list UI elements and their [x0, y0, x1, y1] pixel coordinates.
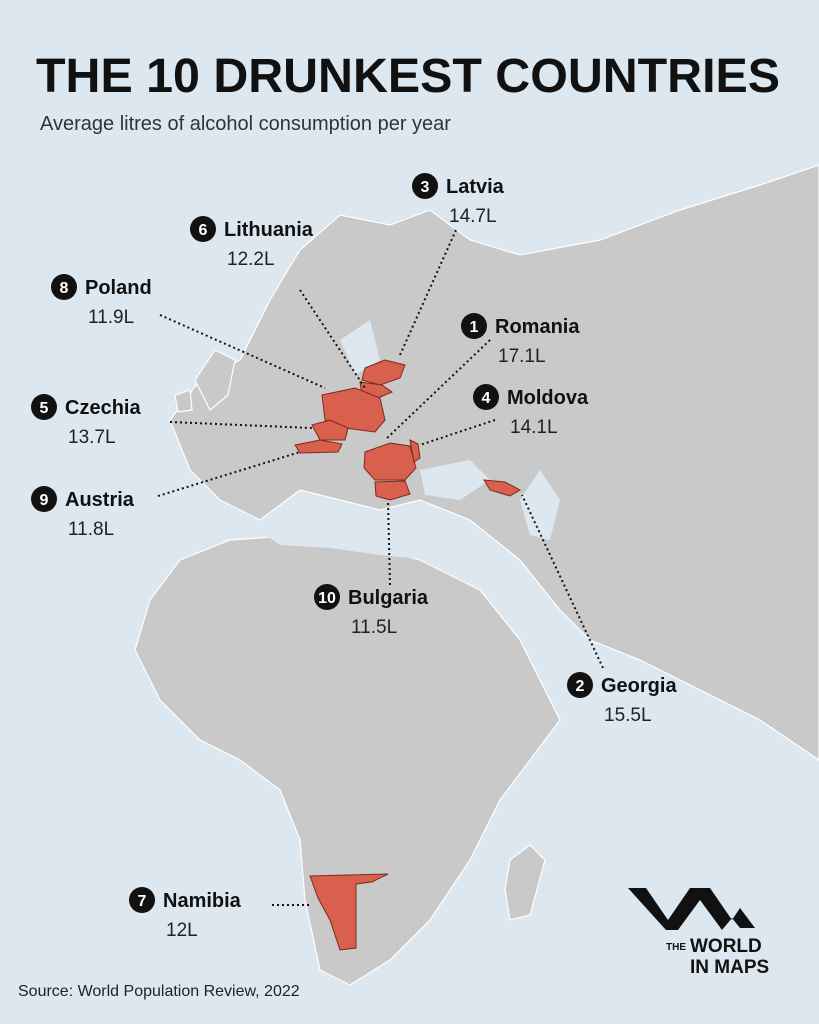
- rank-number: 4: [482, 390, 491, 407]
- namibia-shape: [309, 873, 389, 951]
- country-labels: 1 Romania 17.1L 2 Georgia 15.5L 3 Latvia 14.7L 4 M…: [31, 173, 677, 941]
- rank-badge: [51, 274, 77, 300]
- rank-badge: [412, 173, 438, 199]
- country-value: 17.1L: [498, 346, 546, 367]
- rank-number: 8: [60, 280, 69, 297]
- logo-line1: WORLD: [690, 936, 762, 957]
- country-value: 12.2L: [227, 249, 275, 270]
- rank-number: 3: [421, 179, 430, 196]
- rank-badge: [473, 384, 499, 410]
- austria-shape: [294, 439, 343, 454]
- country-name: Lithuania: [224, 219, 314, 241]
- country-value: 11.5L: [351, 617, 397, 638]
- country-name: Bulgaria: [348, 587, 429, 609]
- country-name: Romania: [495, 316, 580, 338]
- rank-number: 7: [138, 893, 147, 910]
- rank-badge: [567, 672, 593, 698]
- country-name: Poland: [85, 277, 152, 299]
- highlighted-countries: [294, 359, 522, 951]
- rank-number: 9: [40, 492, 49, 509]
- georgia-shape: [483, 479, 522, 497]
- romania-shape: [363, 442, 417, 481]
- rank-number: 5: [40, 400, 49, 417]
- logo-small: THE: [666, 942, 686, 953]
- logo: THE WORLD IN MAPS: [628, 888, 769, 978]
- rank-badge: [461, 313, 487, 339]
- country-name: Georgia: [601, 675, 677, 697]
- country-value: 14.7L: [449, 206, 497, 227]
- logo-mark: [628, 888, 755, 930]
- country-value: 11.8L: [68, 519, 114, 540]
- rank-number: 1: [470, 319, 479, 336]
- moldova-shape: [409, 439, 421, 463]
- country-value: 12L: [166, 920, 198, 941]
- title: THE 10 DRUNKEST COUNTRIES: [36, 50, 780, 103]
- rank-number: 2: [576, 678, 585, 695]
- landmass: [134, 164, 819, 986]
- rank-badge: [31, 394, 57, 420]
- rank-number: 6: [199, 222, 208, 239]
- country-value: 13.7L: [68, 427, 116, 448]
- country-name: Latvia: [446, 176, 505, 198]
- source: Source: World Population Review, 2022: [18, 983, 300, 1000]
- country-value: 14.1L: [510, 417, 558, 438]
- rank-number: 10: [318, 590, 336, 607]
- logo-line2: IN MAPS: [690, 957, 769, 978]
- rank-badge: [190, 216, 216, 242]
- rank-badge: [129, 887, 155, 913]
- country-value: 15.5L: [604, 705, 652, 726]
- bulgaria-shape: [374, 480, 411, 501]
- czechia-shape: [311, 419, 349, 441]
- country-name: Namibia: [163, 890, 242, 912]
- country-name: Austria: [65, 489, 135, 511]
- country-name: Czechia: [65, 397, 141, 419]
- latvia-shape: [361, 359, 406, 386]
- subtitle: Average litres of alcohol consumption pe…: [40, 113, 451, 135]
- rank-badge: [31, 486, 57, 512]
- country-value: 11.9L: [88, 307, 134, 328]
- rank-badge: [314, 584, 340, 610]
- country-name: Moldova: [507, 387, 589, 409]
- arrows: [157, 229, 604, 906]
